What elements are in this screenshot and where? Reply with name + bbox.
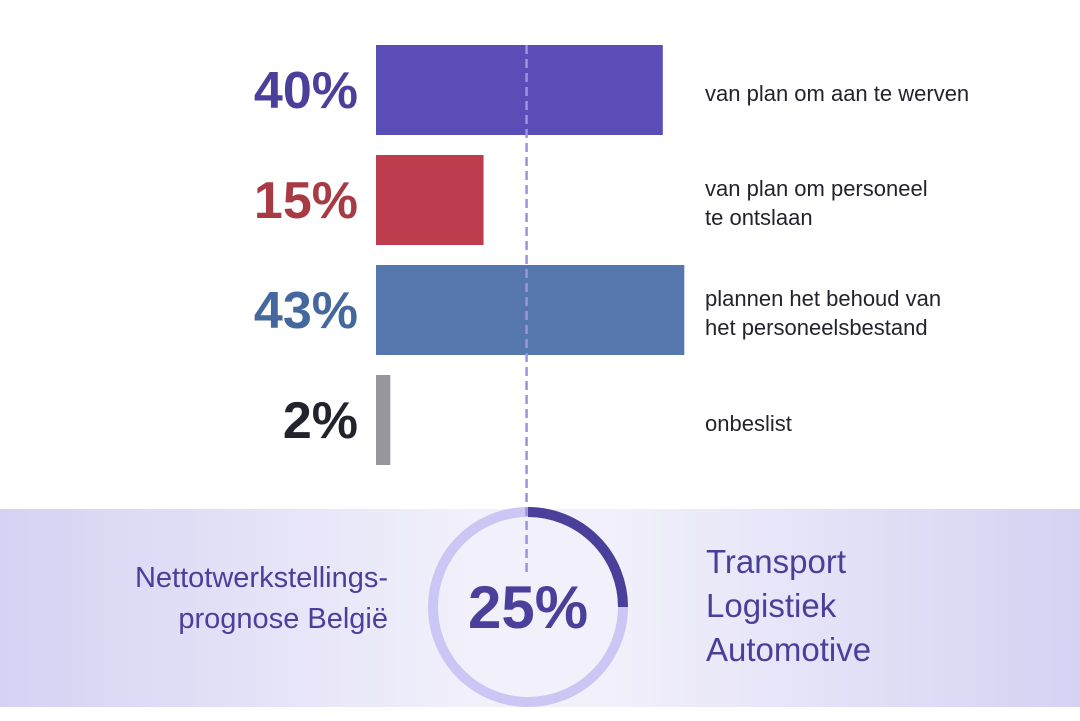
sector-item: Logistiek	[706, 587, 837, 624]
sector-list: Transport Logistiek Automotive	[706, 540, 871, 672]
bar	[376, 375, 391, 465]
data-label: 15%	[253, 172, 358, 230]
category-label: van plan om personeel te ontslaan	[705, 176, 928, 230]
sector-item: Automotive	[706, 631, 872, 668]
category-label: onbeslist	[705, 410, 792, 436]
bar	[376, 45, 663, 135]
bar	[376, 265, 685, 355]
category-label: plannen het behoud van het personeelsbes…	[705, 286, 942, 340]
sector-item: Transport	[706, 543, 846, 580]
data-label: 40%	[253, 62, 358, 120]
data-label: 2%	[282, 392, 358, 450]
forecast-caption: Nettotwerkstellings- prognose België	[134, 562, 388, 635]
summary-panel	[0, 509, 1080, 707]
bar	[376, 155, 484, 245]
category-label: van plan om aan te werven	[705, 80, 970, 106]
ring-value: 25%	[467, 574, 589, 641]
ring-fill	[527, 507, 628, 608]
data-label: 43%	[253, 282, 358, 340]
